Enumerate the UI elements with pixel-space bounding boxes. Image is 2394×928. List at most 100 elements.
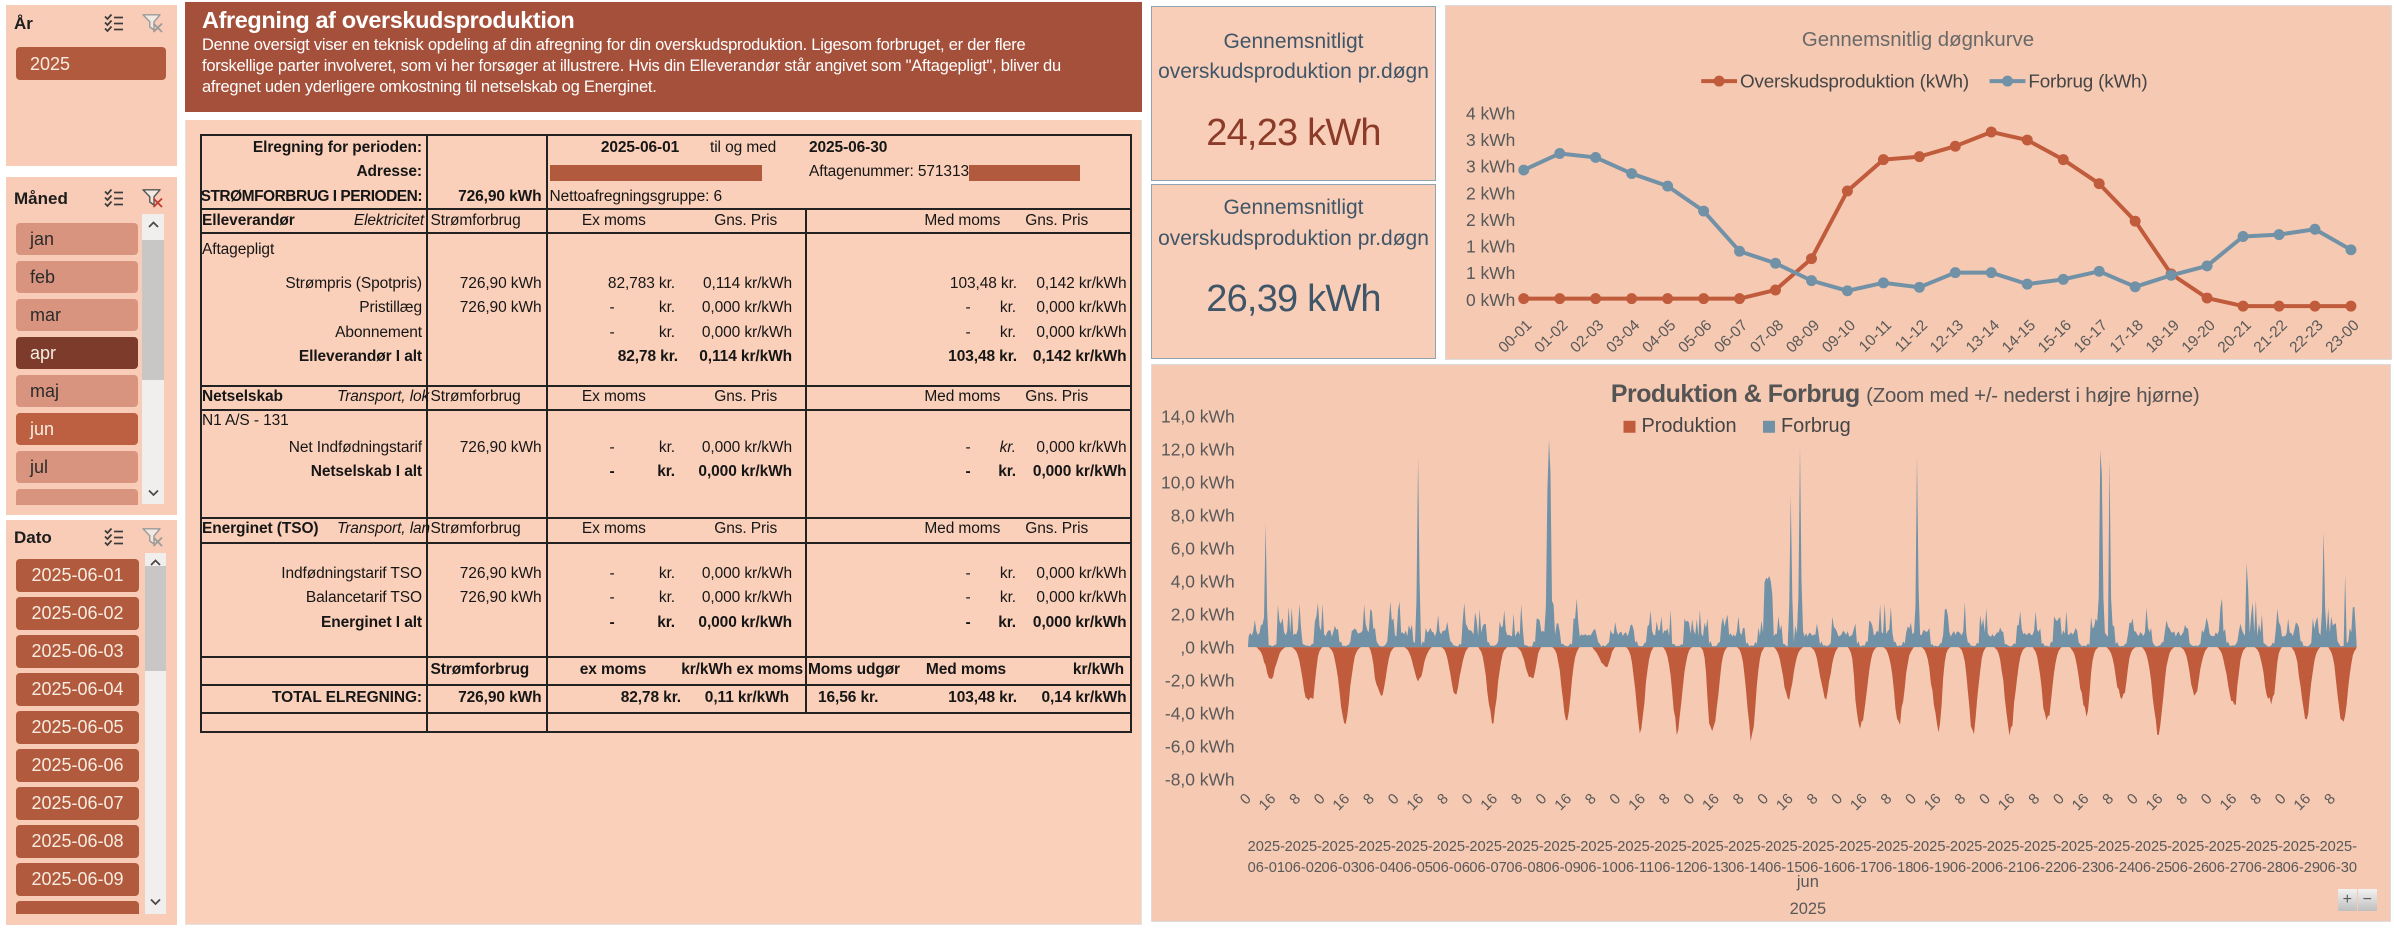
svg-text:2025-: 2025- xyxy=(1248,839,1286,855)
svg-text:2025-: 2025- xyxy=(1617,839,1655,855)
svg-text:0: 0 xyxy=(1385,790,1403,808)
svg-text:06-07: 06-07 xyxy=(1469,860,1506,876)
svg-text:04-05: 04-05 xyxy=(1639,317,1679,357)
svg-text:10-11: 10-11 xyxy=(1856,317,1895,356)
svg-text:2025-: 2025- xyxy=(1691,839,1729,855)
svg-text:4 kWh: 4 kWh xyxy=(1466,103,1515,123)
svg-text:3 kWh: 3 kWh xyxy=(1466,130,1515,150)
svg-text:22-23: 22-23 xyxy=(2287,317,2327,357)
svg-text:8: 8 xyxy=(2173,790,2191,808)
svg-text:06-27: 06-27 xyxy=(2209,860,2246,876)
svg-text:2025-: 2025- xyxy=(2135,839,2173,855)
svg-text:2025-: 2025- xyxy=(1285,839,1323,855)
svg-text:06-19: 06-19 xyxy=(1913,860,1950,876)
svg-text:0: 0 xyxy=(2050,790,2068,808)
svg-text:16: 16 xyxy=(1921,790,1945,814)
svg-text:2025-: 2025- xyxy=(1432,839,1470,855)
svg-text:16: 16 xyxy=(1551,790,1575,814)
svg-text:2 kWh: 2 kWh xyxy=(1466,210,1515,230)
svg-text:2025-: 2025- xyxy=(1802,839,1840,855)
svg-text:8: 8 xyxy=(1434,790,1452,808)
svg-text:0: 0 xyxy=(1311,790,1329,808)
svg-text:8,0 kWh: 8,0 kWh xyxy=(1171,505,1235,525)
svg-text:20-21: 20-21 xyxy=(2215,317,2255,357)
svg-text:06-24: 06-24 xyxy=(2098,860,2135,876)
svg-text:8: 8 xyxy=(1360,790,1378,808)
svg-text:8: 8 xyxy=(1582,790,1600,808)
svg-text:06-18: 06-18 xyxy=(1876,860,1913,876)
svg-text:2025-: 2025- xyxy=(1765,839,1803,855)
svg-text:06-10: 06-10 xyxy=(1580,860,1617,876)
svg-text:2025-: 2025- xyxy=(1654,839,1692,855)
svg-text:2025-: 2025- xyxy=(1580,839,1618,855)
svg-text:16: 16 xyxy=(2217,790,2241,814)
svg-text:Overskudsproduktion (kWh): Overskudsproduktion (kWh) xyxy=(1740,72,1969,93)
svg-text:0: 0 xyxy=(1902,790,1920,808)
svg-text:06-22: 06-22 xyxy=(2024,860,2061,876)
svg-text:2025-: 2025- xyxy=(2246,839,2284,855)
svg-text:16: 16 xyxy=(2143,790,2167,814)
svg-text:0: 0 xyxy=(1237,790,1255,808)
svg-text:4,0 kWh: 4,0 kWh xyxy=(1171,571,1235,591)
svg-text:01-02: 01-02 xyxy=(1531,317,1571,357)
svg-text:14-15: 14-15 xyxy=(1999,317,2039,357)
svg-text:Produktion: Produktion xyxy=(1641,415,1736,437)
svg-text:11-12: 11-12 xyxy=(1892,317,1931,356)
svg-text:8: 8 xyxy=(1656,790,1674,808)
svg-text:16-17: 16-17 xyxy=(2071,317,2111,357)
svg-text:Produktion & Forbrug (Zoom med: Produktion & Forbrug (Zoom med +/- neder… xyxy=(1611,380,2200,408)
svg-text:06-28: 06-28 xyxy=(2246,860,2283,876)
svg-text:0: 0 xyxy=(1606,790,1624,808)
svg-text:-2,0 kWh: -2,0 kWh xyxy=(1165,671,1235,691)
svg-text:06-25: 06-25 xyxy=(2135,860,2172,876)
svg-text:-8,0 kWh: -8,0 kWh xyxy=(1165,770,1235,790)
svg-text:06-09: 06-09 xyxy=(1543,860,1580,876)
svg-text:16: 16 xyxy=(1699,790,1723,814)
svg-text:1 kWh: 1 kWh xyxy=(1466,237,1515,257)
svg-text:,0 kWh: ,0 kWh xyxy=(1180,638,1234,658)
svg-text:2 kWh: 2 kWh xyxy=(1466,183,1515,203)
svg-text:18-19: 18-19 xyxy=(2143,317,2183,357)
svg-text:06-30: 06-30 xyxy=(2320,860,2357,876)
svg-text:15-16: 15-16 xyxy=(2035,317,2075,357)
svg-text:2025-: 2025- xyxy=(1839,839,1877,855)
svg-text:8: 8 xyxy=(2025,790,2043,808)
svg-text:2025-: 2025- xyxy=(2098,839,2136,855)
svg-text:8: 8 xyxy=(1877,790,1895,808)
svg-text:06-21: 06-21 xyxy=(1987,860,2024,876)
svg-text:06-02: 06-02 xyxy=(1285,860,1322,876)
svg-text:16: 16 xyxy=(1773,790,1797,814)
svg-text:16: 16 xyxy=(1477,790,1501,814)
svg-text:0: 0 xyxy=(1754,790,1772,808)
svg-text:0: 0 xyxy=(1680,790,1698,808)
svg-text:06-12: 06-12 xyxy=(1654,860,1691,876)
svg-text:06-29: 06-29 xyxy=(2283,860,2320,876)
svg-text:8: 8 xyxy=(1508,790,1526,808)
svg-text:16: 16 xyxy=(1995,790,2019,814)
svg-text:06-03: 06-03 xyxy=(1322,860,1359,876)
svg-text:2025-: 2025- xyxy=(2209,839,2247,855)
svg-text:12,0 kWh: 12,0 kWh xyxy=(1161,439,1235,459)
svg-text:8: 8 xyxy=(1804,790,1822,808)
svg-text:2025-: 2025- xyxy=(2061,839,2099,855)
svg-text:12-13: 12-13 xyxy=(1927,317,1967,357)
svg-text:00-01: 00-01 xyxy=(1495,317,1535,357)
svg-text:3 kWh: 3 kWh xyxy=(1466,157,1515,177)
svg-text:2025-: 2025- xyxy=(1876,839,1914,855)
svg-text:1 kWh: 1 kWh xyxy=(1466,263,1515,283)
svg-text:06-15: 06-15 xyxy=(1765,860,1802,876)
svg-text:0: 0 xyxy=(2198,790,2216,808)
svg-text:8: 8 xyxy=(1951,790,1969,808)
svg-text:0: 0 xyxy=(1459,790,1477,808)
svg-text:0: 0 xyxy=(1532,790,1550,808)
svg-text:2025-: 2025- xyxy=(2320,839,2358,855)
svg-text:2025-: 2025- xyxy=(1950,839,1988,855)
svg-text:06-26: 06-26 xyxy=(2172,860,2209,876)
svg-text:06-06: 06-06 xyxy=(1432,860,1469,876)
svg-text:2025-: 2025- xyxy=(1322,839,1360,855)
svg-text:06-07: 06-07 xyxy=(1711,317,1751,357)
svg-text:06-20: 06-20 xyxy=(1950,860,1987,876)
svg-text:09-10: 09-10 xyxy=(1819,317,1859,357)
svg-text:Forbrug: Forbrug xyxy=(1781,415,1851,437)
svg-text:16: 16 xyxy=(1256,790,1280,814)
